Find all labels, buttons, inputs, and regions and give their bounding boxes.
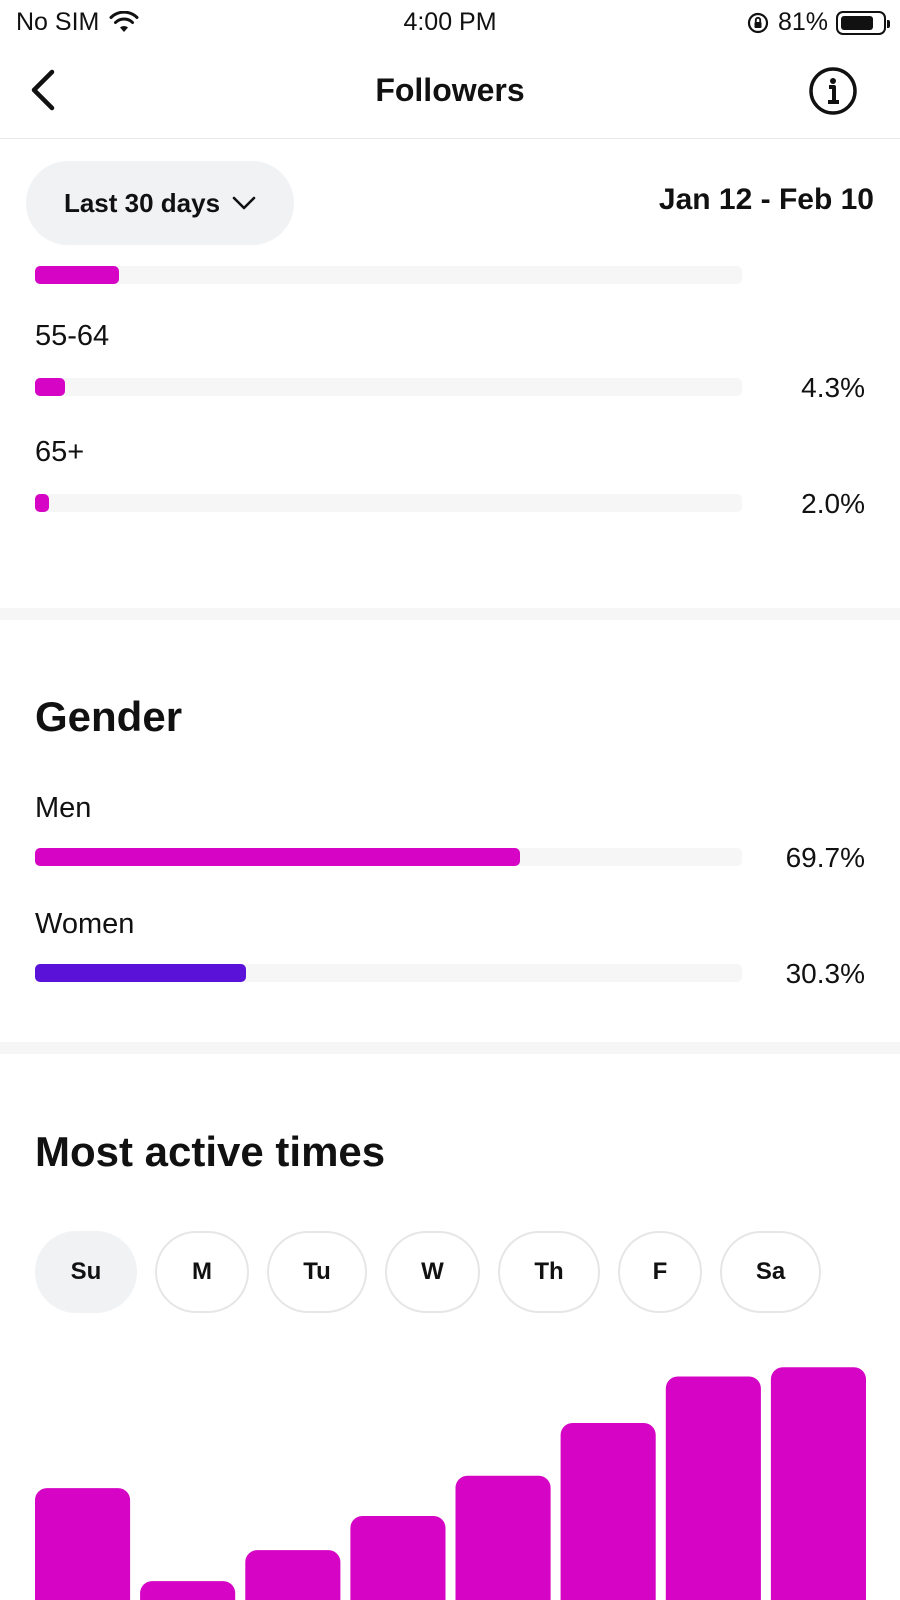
date-range-text: Jan 12 - Feb 10 (658, 183, 874, 216)
day-chip-friday[interactable]: F (618, 1231, 702, 1313)
activity-bar (455, 1475, 551, 1600)
bar-fill (35, 494, 49, 512)
back-button[interactable] (22, 66, 66, 114)
gender-percent: 30.3% (785, 958, 865, 989)
day-chip-label: Su (70, 1258, 102, 1285)
battery-icon (836, 10, 890, 35)
clock: 4:00 PM (403, 8, 497, 36)
nav-bar: Followers (0, 44, 900, 139)
age-label: 55-64 (35, 320, 110, 352)
age-row-65-plus: 65+ 2.0% (35, 436, 865, 519)
day-chip-label: W (421, 1258, 444, 1285)
section-divider (0, 1042, 900, 1054)
activity-bar (140, 1581, 236, 1600)
day-chip-label: Sa (755, 1258, 786, 1285)
age-row-55-64: 55-64 4.3% (35, 320, 865, 403)
day-chip-label: Tu (303, 1258, 331, 1285)
bar-fill (35, 266, 119, 284)
date-range-dropdown-label: Last 30 days (63, 187, 221, 218)
age-label: 65+ (35, 436, 85, 468)
activity-bar (770, 1367, 866, 1600)
orientation-lock-icon (747, 12, 769, 33)
day-chip-saturday[interactable]: Sa (720, 1231, 821, 1313)
activity-bar (560, 1423, 656, 1600)
battery-percent: 81% (777, 8, 828, 36)
wifi-icon (109, 10, 139, 32)
bar-track (35, 266, 742, 284)
active-times-chart (35, 1367, 866, 1600)
gender-label: Women (35, 908, 135, 940)
chevron-down-icon (232, 196, 256, 210)
activity-bar (665, 1376, 761, 1600)
bar-track (35, 964, 742, 982)
day-chip-tuesday[interactable]: Tu (267, 1231, 367, 1313)
status-bar: No SIM 4:00 PM 81% (0, 0, 900, 44)
age-row-partial (35, 266, 865, 296)
bar-fill (35, 378, 65, 396)
day-selector: Su M Tu W Th F Sa (35, 1231, 821, 1313)
bar-fill (35, 848, 521, 866)
gender-label: Men (35, 792, 92, 824)
info-button[interactable] (808, 66, 858, 116)
bar-track (35, 494, 742, 512)
day-chip-sunday[interactable]: Su (35, 1231, 137, 1313)
bar-track (35, 378, 742, 396)
chevron-left-icon (31, 69, 55, 111)
date-range-dropdown[interactable]: Last 30 days (26, 161, 294, 245)
day-chip-label: F (652, 1258, 668, 1285)
status-left: No SIM (16, 8, 139, 37)
active-times-title: Most active times (35, 1128, 386, 1175)
info-icon (809, 67, 857, 115)
day-chip-wednesday[interactable]: W (385, 1231, 480, 1313)
filter-row: Last 30 days Jan 12 - Feb 10 (0, 140, 900, 265)
age-percent: 4.3% (801, 372, 865, 403)
page-title: Followers (375, 72, 525, 108)
bar-track (35, 848, 742, 866)
status-right: 81% (746, 8, 890, 37)
day-chip-thursday[interactable]: Th (498, 1231, 600, 1313)
gender-percent: 69.7% (785, 842, 865, 873)
day-chip-label: Th (534, 1258, 564, 1285)
gender-title: Gender (35, 693, 183, 740)
bar-fill (35, 964, 246, 982)
carrier-label: No SIM (16, 8, 100, 36)
day-chip-label: M (192, 1258, 212, 1285)
activity-bar (35, 1488, 131, 1600)
gender-row-women: Women 30.3% (35, 908, 865, 989)
activity-bar (350, 1516, 446, 1600)
gender-row-men: Men 69.7% (35, 792, 865, 873)
day-chip-monday[interactable]: M (155, 1231, 249, 1313)
section-divider (0, 608, 900, 620)
activity-bar (245, 1550, 341, 1600)
age-percent: 2.0% (801, 488, 865, 519)
